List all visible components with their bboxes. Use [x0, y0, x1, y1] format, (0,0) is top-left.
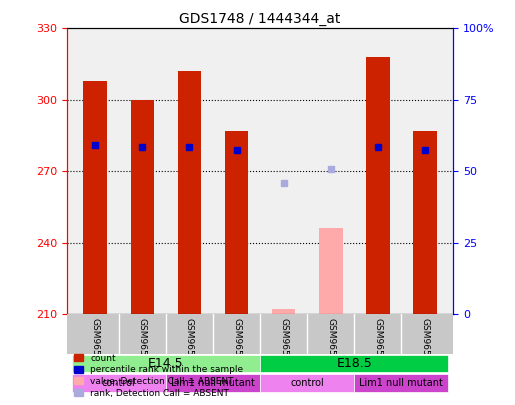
Bar — [413, 131, 437, 314]
Text: GSM96568: GSM96568 — [326, 318, 335, 367]
FancyBboxPatch shape — [72, 374, 166, 392]
Bar — [366, 57, 390, 314]
Bar — [83, 81, 107, 314]
Bar — [178, 71, 201, 314]
Text: GSM96566: GSM96566 — [232, 318, 241, 367]
FancyBboxPatch shape — [260, 354, 449, 372]
Text: E14.5: E14.5 — [148, 357, 184, 370]
Text: GSM96570: GSM96570 — [420, 318, 430, 367]
FancyBboxPatch shape — [260, 374, 354, 392]
Text: E18.5: E18.5 — [336, 357, 372, 370]
Text: Lim1 null mutant: Lim1 null mutant — [359, 378, 443, 388]
FancyBboxPatch shape — [166, 374, 260, 392]
Text: GSM96564: GSM96564 — [138, 318, 147, 367]
FancyBboxPatch shape — [354, 374, 449, 392]
Title: GDS1748 / 1444344_at: GDS1748 / 1444344_at — [179, 12, 341, 26]
Text: control: control — [102, 378, 135, 388]
FancyBboxPatch shape — [72, 354, 260, 372]
Text: control: control — [290, 378, 324, 388]
Bar — [272, 309, 296, 314]
Bar — [319, 228, 342, 314]
Text: Lim1 null mutant: Lim1 null mutant — [171, 378, 255, 388]
Bar — [225, 131, 248, 314]
Text: GSM96567: GSM96567 — [279, 318, 288, 367]
Text: GSM96565: GSM96565 — [185, 318, 194, 367]
Text: GSM96563: GSM96563 — [91, 318, 100, 367]
Text: GSM96569: GSM96569 — [373, 318, 382, 367]
Bar — [130, 100, 154, 314]
Legend: count, percentile rank within the sample, value, Detection Call = ABSENT, rank, : count, percentile rank within the sample… — [72, 351, 246, 401]
